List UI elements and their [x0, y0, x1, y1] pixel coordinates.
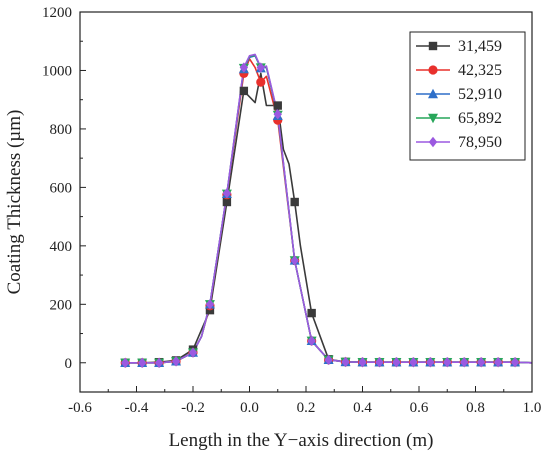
y-tick-label: 400: [50, 239, 73, 255]
data-point: [358, 356, 367, 368]
data-point: [375, 356, 384, 368]
legend-label: 78,950: [458, 134, 502, 151]
y-tick-label: 200: [50, 297, 73, 313]
x-tick-label: -0.4: [125, 400, 149, 416]
legend-marker: [428, 41, 438, 51]
data-point: [137, 357, 147, 368]
axis-layer: -0.6 -0.4 -0.2 0.0 0.2 0.4 0.6 0.8 1.0 0 200 400 600…: [42, 5, 541, 416]
legend-marker: [428, 88, 438, 99]
x-axis-title: Length in the Y−axis direction (m): [169, 430, 434, 451]
y-axis-title: Coating Thickness (µm): [4, 110, 25, 295]
legend-box: [409, 31, 526, 161]
data-point: [273, 101, 282, 110]
data-point: [256, 77, 266, 87]
data-point: [222, 188, 232, 199]
series-layer: [120, 53, 533, 368]
data-point: [426, 356, 435, 368]
data-point: [324, 354, 333, 366]
legend: 31,459 42,325 52,910 65,892 78,950: [409, 31, 526, 161]
x-tick-label: -0.2: [181, 400, 205, 416]
x-tick-label: 0.2: [297, 400, 316, 416]
legend-marker: [428, 113, 438, 124]
data-point: [510, 356, 520, 368]
data-point: [171, 356, 181, 367]
data-point: [443, 356, 452, 368]
data-point: [256, 62, 265, 73]
data-point: [290, 255, 299, 266]
data-point: [341, 356, 350, 368]
data-point: [154, 357, 164, 368]
x-tick-label: -0.6: [68, 400, 92, 416]
data-point: [273, 109, 282, 120]
y-tick-label: 800: [50, 122, 73, 138]
legend-marker: [428, 136, 438, 148]
data-point: [307, 335, 316, 347]
data-point: [188, 347, 198, 358]
x-tick-label: 1.0: [523, 400, 542, 416]
data-point: [460, 356, 469, 368]
data-point: [290, 197, 299, 207]
x-tick-label: 0.6: [410, 400, 429, 416]
data-point: [222, 197, 232, 207]
x-tick-label: 0.8: [466, 400, 485, 416]
data-point: [476, 356, 486, 368]
x-tick-label: 0.4: [353, 400, 372, 416]
legend-label: 52,910: [458, 86, 502, 103]
data-point: [121, 357, 130, 368]
data-point: [239, 62, 249, 73]
legend-label: 65,892: [458, 110, 502, 127]
data-point: [409, 356, 418, 368]
data-point: [392, 356, 401, 368]
y-tick-label: 1000: [42, 63, 72, 79]
legend-label: 42,325: [458, 62, 502, 79]
y-tick-label: 600: [50, 180, 73, 196]
data-point: [205, 299, 215, 310]
y-tick-label: 0: [65, 356, 73, 372]
data-point: [307, 308, 316, 318]
legend-label: 31,459: [458, 38, 502, 55]
data-point: [239, 86, 249, 96]
x-tick-label: 0.0: [240, 400, 259, 416]
data-point: [493, 356, 503, 368]
legend-marker: [428, 65, 438, 75]
y-tick-label: 1200: [42, 5, 72, 21]
